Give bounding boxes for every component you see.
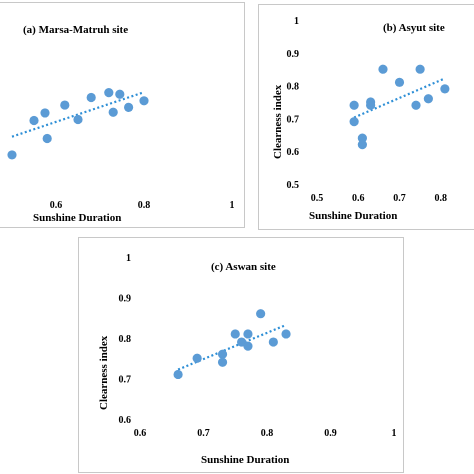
x-tick-label: 0.7 <box>197 428 210 439</box>
data-point <box>411 100 421 110</box>
y-axis-title: Clearness index <box>272 84 284 159</box>
y-tick-label: 0.7 <box>287 114 300 125</box>
chart-marsa-matruh: (a) Marsa-Matruh site 0.6 0.8 1 Sunshine D… <box>7 24 235 224</box>
data-point <box>423 94 433 104</box>
data-point <box>349 117 359 127</box>
data-point <box>108 107 118 117</box>
data-point <box>243 329 253 339</box>
data-point <box>394 77 405 87</box>
x-axis-title: Sunshine Duration <box>309 210 397 222</box>
y-tick-label: 0.8 <box>287 82 300 93</box>
x-tick-label: 1 <box>392 428 397 439</box>
y-axis-title: Clearness index <box>98 335 110 410</box>
data-point <box>281 329 291 339</box>
x-tick-label: 0.8 <box>138 200 151 211</box>
data-point <box>86 92 96 103</box>
data-point <box>357 133 367 143</box>
x-tick-label: 0.6 <box>352 193 365 204</box>
data-point <box>378 64 388 74</box>
data-point <box>217 349 228 359</box>
y-tick-label: 1 <box>294 16 299 27</box>
chart-panel-marsa-matruh: (a) Marsa-Matruh site 0.6 0.8 1 Sunshine D… <box>0 2 245 228</box>
trendline <box>11 91 145 138</box>
y-tick-label: 1 <box>126 253 131 264</box>
data-point <box>139 96 149 106</box>
x-axis-title: Sunshine Duration <box>201 454 289 466</box>
data-point <box>104 88 114 98</box>
y-tick-label: 0.7 <box>119 375 132 386</box>
chart-title: (b) Asyut site <box>383 22 445 34</box>
x-tick-label: 0.6 <box>134 428 147 439</box>
x-tick-label: 0.8 <box>435 193 448 204</box>
data-point <box>440 84 450 94</box>
chart-title: (c) Aswan site <box>211 261 276 273</box>
data-point <box>29 115 39 126</box>
x-tick-label: 1 <box>230 200 235 211</box>
chart-aswan: (c) Aswan site 0.6 0.7 0.8 0.9 1 0.6 0.7 0.8 0.9… <box>98 253 397 466</box>
data-point <box>243 341 253 351</box>
chart-title: (a) Marsa-Matruh site <box>23 24 128 36</box>
data-point <box>40 108 50 118</box>
chart-panel-asyut: (b) Asyut site 0.5 0.6 0.7 0.8 0.5 0.6 0.7 0.8 0… <box>258 4 474 230</box>
chart-asyut: (b) Asyut site 0.5 0.6 0.7 0.8 0.5 0.6 0.7 0.8 0… <box>272 16 450 222</box>
data-point <box>349 100 359 110</box>
trendline <box>353 77 446 119</box>
x-axis-title: Sunshine Duration <box>33 212 121 224</box>
data-point <box>415 64 425 74</box>
y-tick-label: 0.6 <box>287 147 300 158</box>
y-tick-label: 0.9 <box>119 294 132 305</box>
data-point <box>217 357 228 367</box>
data-point <box>230 329 240 339</box>
y-tick-label: 0.9 <box>287 49 300 60</box>
data-point <box>73 114 83 125</box>
data-point <box>7 150 17 160</box>
x-tick-label: 0.9 <box>324 428 337 439</box>
chart-panel-aswan: (c) Aswan site 0.6 0.7 0.8 0.9 1 0.6 0.7 0.8 0.9… <box>78 237 404 473</box>
x-tick-label: 0.7 <box>393 193 406 204</box>
data-point <box>173 369 183 380</box>
data-point <box>366 100 376 110</box>
data-point <box>192 353 202 363</box>
data-point <box>357 140 367 150</box>
data-point <box>115 89 125 99</box>
x-tick-label: 0.6 <box>50 200 63 211</box>
data-point <box>256 309 266 319</box>
x-tick-label: 0.5 <box>311 193 324 204</box>
y-tick-label: 0.5 <box>287 180 300 191</box>
data-point <box>60 100 70 110</box>
y-tick-label: 0.6 <box>119 415 132 426</box>
data-point <box>42 133 52 144</box>
x-tick-label: 0.8 <box>261 428 274 439</box>
data-point <box>124 102 134 112</box>
y-tick-label: 0.8 <box>119 334 132 345</box>
data-point <box>268 337 278 347</box>
